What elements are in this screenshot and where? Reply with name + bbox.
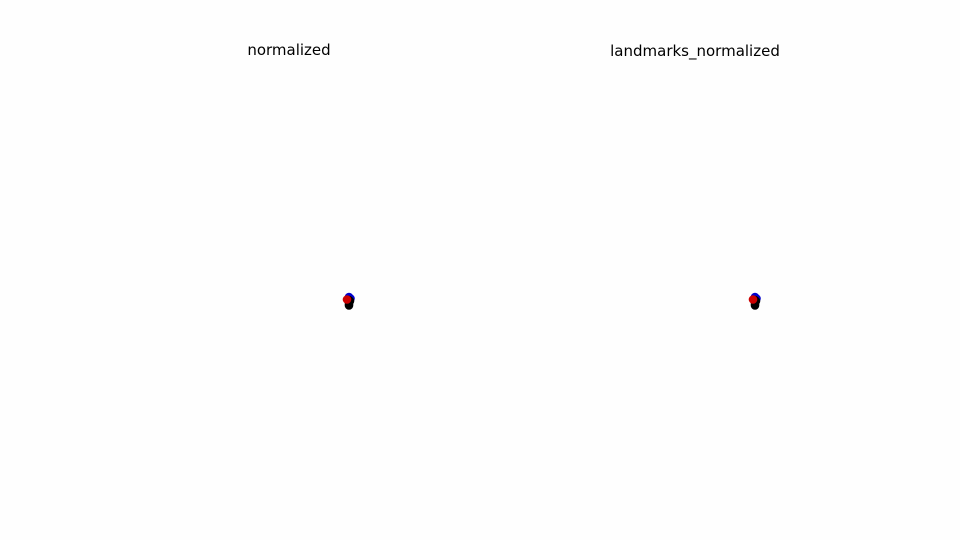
subplot-title: landmarks_normalized xyxy=(610,42,780,60)
scatter-group-1 xyxy=(748,292,761,310)
subplot-normalized: normalized xyxy=(247,41,331,59)
scatter-point xyxy=(342,295,352,304)
scatter-point xyxy=(748,295,758,304)
scatter-group-0 xyxy=(342,292,355,310)
subplot-landmarks-normalized: landmarks_normalized xyxy=(495,0,895,540)
subplot-title: normalized xyxy=(247,41,331,59)
